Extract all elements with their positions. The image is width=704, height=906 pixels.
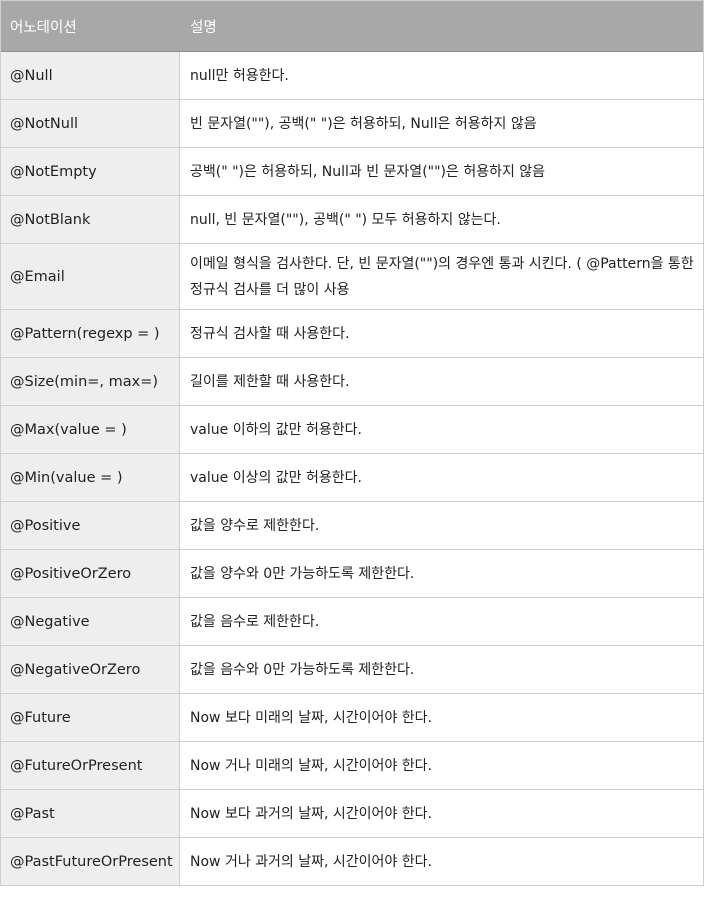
table-row: @NotNull 빈 문자열(""), 공백(" ")은 허용하되, Null은…	[0, 100, 704, 148]
table-row: @NotBlank null, 빈 문자열(""), 공백(" ") 모두 허용…	[0, 196, 704, 244]
annotation-cell: @FutureOrPresent	[0, 742, 180, 789]
description-cell: 빈 문자열(""), 공백(" ")은 허용하되, Null은 허용하지 않음	[180, 100, 704, 147]
annotation-cell: @NotEmpty	[0, 148, 180, 195]
table-left-border	[0, 1, 1, 886]
description-cell: 값을 음수로 제한한다.	[180, 598, 704, 645]
annotation-cell: @Past	[0, 790, 180, 837]
table-row: @Max(value = ) value 이하의 값만 허용한다.	[0, 406, 704, 454]
table-row: @Size(min=, max=) 길이를 제한할 때 사용한다.	[0, 358, 704, 406]
table-row: @Email 이메일 형식을 검사한다. 단, 빈 문자열("")의 경우엔 통…	[0, 244, 704, 310]
table-row: @Negative 값을 음수로 제한한다.	[0, 598, 704, 646]
description-cell: 정규식 검사할 때 사용한다.	[180, 310, 704, 357]
header-description: 설명	[190, 19, 217, 36]
table-row: @NegativeOrZero 값을 음수와 0만 가능하도록 제한한다.	[0, 646, 704, 694]
description-cell: Now 보다 미래의 날짜, 시간이어야 한다.	[180, 694, 704, 741]
table-row: @Past Now 보다 과거의 날짜, 시간이어야 한다.	[0, 790, 704, 838]
annotation-cell: @PastFutureOrPresent	[0, 838, 180, 885]
annotation-cell: @NotBlank	[0, 196, 180, 243]
description-cell: 길이를 제한할 때 사용한다.	[180, 358, 704, 405]
annotation-cell: @Email	[0, 244, 180, 309]
table-row: @PastFutureOrPresent Now 거나 과거의 날짜, 시간이어…	[0, 838, 704, 886]
table-row: @Pattern(regexp = ) 정규식 검사할 때 사용한다.	[0, 310, 704, 358]
annotation-cell: @Pattern(regexp = )	[0, 310, 180, 357]
description-cell: Now 거나 미래의 날짜, 시간이어야 한다.	[180, 742, 704, 789]
annotation-cell: @NegativeOrZero	[0, 646, 180, 693]
header-annotation: 어노테이션	[10, 19, 77, 36]
table-row: @FutureOrPresent Now 거나 미래의 날짜, 시간이어야 한다…	[0, 742, 704, 790]
table-row: @Future Now 보다 미래의 날짜, 시간이어야 한다.	[0, 694, 704, 742]
description-cell: value 이하의 값만 허용한다.	[180, 406, 704, 453]
annotation-table: 어노테이션 설명 @Null null만 허용한다. @NotNull 빈 문자…	[0, 0, 704, 886]
annotation-cell: @Future	[0, 694, 180, 741]
table-header: 어노테이션 설명	[0, 1, 704, 52]
description-cell: null, 빈 문자열(""), 공백(" ") 모두 허용하지 않는다.	[180, 196, 704, 243]
description-cell: 공백(" ")은 허용하되, Null과 빈 문자열("")은 허용하지 않음	[180, 148, 704, 195]
description-cell: Now 거나 과거의 날짜, 시간이어야 한다.	[180, 838, 704, 885]
annotation-cell: @Positive	[0, 502, 180, 549]
table-row: @PositiveOrZero 값을 양수와 0만 가능하도록 제한한다.	[0, 550, 704, 598]
description-cell: Now 보다 과거의 날짜, 시간이어야 한다.	[180, 790, 704, 837]
table-row: @Null null만 허용한다.	[0, 52, 704, 100]
description-cell: 값을 양수와 0만 가능하도록 제한한다.	[180, 550, 704, 597]
annotation-cell: @Size(min=, max=)	[0, 358, 180, 405]
table-row: @NotEmpty 공백(" ")은 허용하되, Null과 빈 문자열("")…	[0, 148, 704, 196]
description-cell: value 이상의 값만 허용한다.	[180, 454, 704, 501]
table-row: @Positive 값을 양수로 제한한다.	[0, 502, 704, 550]
description-cell: 이메일 형식을 검사한다. 단, 빈 문자열("")의 경우엔 통과 시킨다. …	[180, 244, 704, 309]
annotation-cell: @PositiveOrZero	[0, 550, 180, 597]
description-cell: null만 허용한다.	[180, 52, 704, 99]
description-cell: 값을 음수와 0만 가능하도록 제한한다.	[180, 646, 704, 693]
annotation-cell: @Negative	[0, 598, 180, 645]
description-cell: 값을 양수로 제한한다.	[180, 502, 704, 549]
annotation-cell: @NotNull	[0, 100, 180, 147]
annotation-cell: @Max(value = )	[0, 406, 180, 453]
annotation-cell: @Min(value = )	[0, 454, 180, 501]
table-row: @Min(value = ) value 이상의 값만 허용한다.	[0, 454, 704, 502]
annotation-cell: @Null	[0, 52, 180, 99]
